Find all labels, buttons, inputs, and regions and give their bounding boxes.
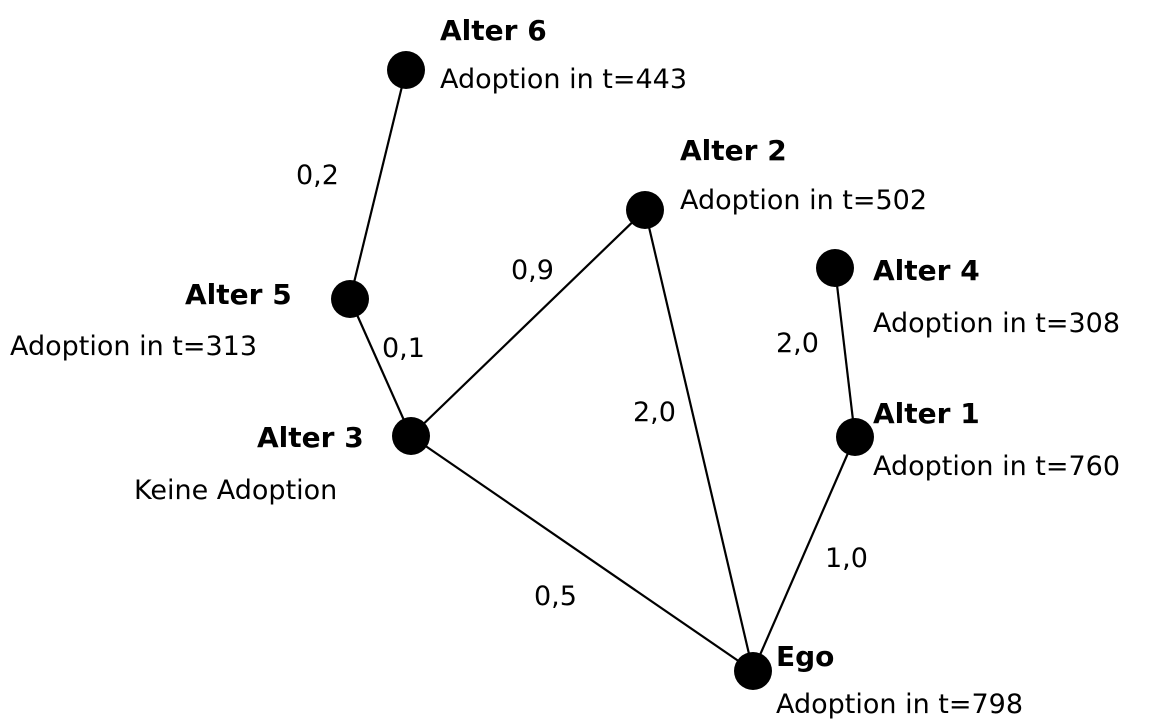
edge-alter3-alter2 xyxy=(410,209,646,437)
edge-weight-alter3-alter2: 0,9 xyxy=(511,255,554,286)
node-name-alter1: Alter 1 xyxy=(873,397,980,430)
edge-alter5-alter3 xyxy=(348,298,413,437)
edge-weight-alter4-alter1: 2,0 xyxy=(776,328,819,359)
node-status-alter3: Keine Adoption xyxy=(134,475,337,506)
edge-weight-alter6-alter5: 0,2 xyxy=(296,160,339,191)
edge-alter4-alter1 xyxy=(833,267,857,438)
edge-weight-alter3-ego: 0,5 xyxy=(534,581,577,612)
node-alter3 xyxy=(392,417,430,455)
node-status-ego: Adoption in t=798 xyxy=(776,689,1023,720)
node-alter2 xyxy=(626,191,664,229)
node-alter1 xyxy=(836,418,874,456)
node-ego xyxy=(734,652,772,690)
edge-alter2-ego xyxy=(643,209,755,672)
node-alter6 xyxy=(387,51,425,89)
edge-weight-alter5-alter3: 0,1 xyxy=(382,333,425,364)
node-name-alter6: Alter 6 xyxy=(440,14,547,47)
node-name-alter5: Alter 5 xyxy=(185,278,292,311)
node-name-alter4: Alter 4 xyxy=(873,254,980,287)
node-status-alter1: Adoption in t=760 xyxy=(873,451,1120,482)
edge-weight-alter2-ego: 2,0 xyxy=(633,397,676,428)
node-name-alter2: Alter 2 xyxy=(680,134,787,167)
edge-alter1-ego xyxy=(751,436,857,672)
node-name-alter3: Alter 3 xyxy=(257,421,364,454)
node-status-alter5: Adoption in t=313 xyxy=(10,331,257,362)
node-status-alter6: Adoption in t=443 xyxy=(440,64,687,95)
node-status-alter2: Adoption in t=502 xyxy=(680,185,927,216)
edge-alter6-alter5 xyxy=(348,69,408,300)
node-status-alter4: Adoption in t=308 xyxy=(873,308,1120,339)
node-name-ego: Ego xyxy=(776,640,834,673)
edge-alter3-ego xyxy=(410,435,754,672)
edge-weight-alter1-ego: 1,0 xyxy=(825,543,868,574)
node-alter4 xyxy=(816,249,854,287)
node-alter5 xyxy=(331,280,369,318)
